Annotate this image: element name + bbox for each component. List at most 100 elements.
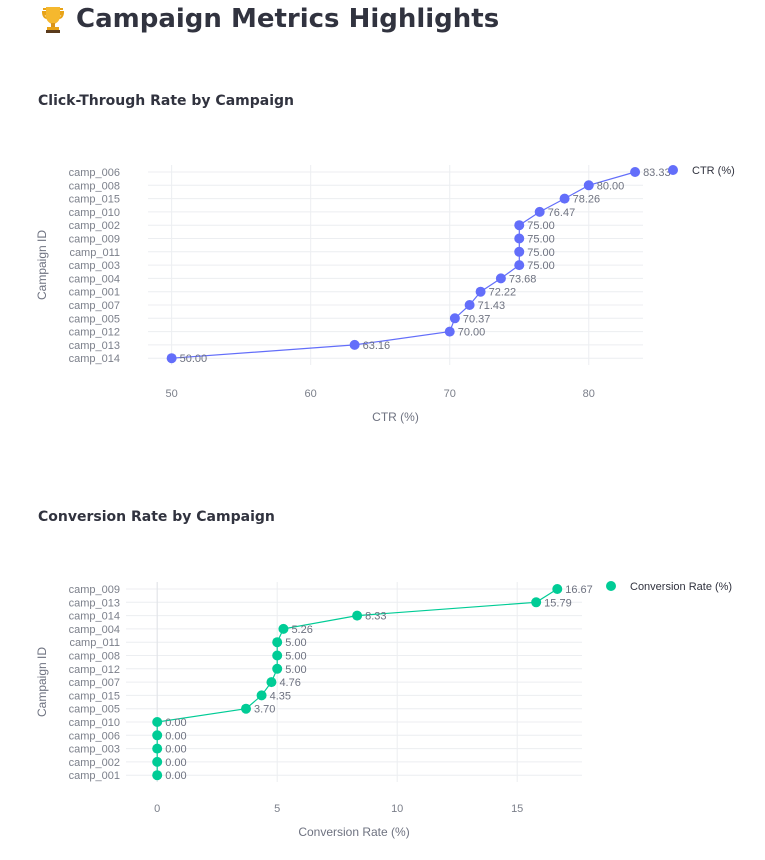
- data-point: [475, 286, 486, 297]
- data-label: 83.33: [643, 167, 671, 179]
- y-tick-label: camp_011: [69, 637, 120, 649]
- x-tick-label: 15: [511, 803, 523, 815]
- y-tick-label: camp_010: [69, 717, 120, 729]
- data-point: [514, 233, 525, 244]
- x-axis-title: CTR (%): [372, 410, 419, 424]
- data-label: 75.00: [527, 260, 555, 272]
- data-point: [152, 756, 163, 767]
- data-point: [272, 650, 283, 661]
- data-label: 0.00: [165, 744, 186, 756]
- y-tick-label: camp_003: [69, 744, 120, 756]
- page-title-text: Campaign Metrics Highlights: [76, 4, 500, 34]
- y-tick-label: camp_011: [69, 247, 120, 259]
- y-tick-label: camp_015: [69, 194, 120, 206]
- data-point: [352, 610, 363, 621]
- x-tick-label: 80: [583, 388, 595, 400]
- data-label: 15.79: [544, 597, 572, 609]
- data-point: [449, 313, 460, 324]
- x-tick-label: 5: [274, 803, 280, 815]
- data-point: [272, 637, 283, 648]
- data-point: [514, 246, 525, 257]
- x-tick-label: 60: [305, 388, 317, 400]
- data-label: 5.26: [291, 624, 312, 636]
- data-label: 8.33: [365, 611, 386, 623]
- y-tick-label: camp_012: [69, 664, 120, 676]
- data-point: [514, 260, 525, 271]
- y-tick-label: camp_002: [69, 220, 120, 232]
- x-tick-label: 0: [154, 803, 160, 815]
- legend-marker: [606, 581, 616, 591]
- data-point: [464, 300, 475, 310]
- trophy-icon: [38, 4, 68, 34]
- y-tick-label: camp_012: [69, 327, 120, 339]
- data-label: 0.00: [165, 770, 186, 782]
- data-label: 4.76: [279, 677, 300, 689]
- y-tick-label: camp_005: [69, 704, 120, 716]
- y-tick-label: camp_007: [69, 677, 120, 689]
- data-label: 0.00: [165, 757, 186, 769]
- data-point: [272, 663, 283, 674]
- data-point: [278, 623, 289, 634]
- data-label: 5.00: [285, 664, 306, 676]
- y-tick-label: camp_004: [69, 624, 120, 636]
- chart-title-conversion: Conversion Rate by Campaign: [38, 509, 275, 525]
- data-label: 75.00: [527, 220, 555, 232]
- data-point: [630, 167, 641, 177]
- y-tick-label: camp_010: [69, 207, 120, 219]
- y-tick-label: camp_013: [69, 597, 120, 609]
- y-axis-title: Campaign ID: [35, 230, 49, 300]
- data-point: [256, 690, 267, 701]
- data-label: 63.16: [363, 340, 391, 352]
- data-label: 75.00: [527, 247, 555, 259]
- data-point: [514, 220, 525, 231]
- data-point: [152, 743, 163, 754]
- data-point: [152, 730, 163, 741]
- y-tick-label: camp_002: [69, 757, 120, 769]
- y-tick-label: camp_009: [69, 234, 120, 246]
- data-point: [166, 353, 177, 364]
- y-tick-label: camp_009: [69, 584, 120, 596]
- chart-title-ctr: Click-Through Rate by Campaign: [38, 93, 294, 109]
- y-tick-label: camp_006: [69, 167, 120, 179]
- data-label: 5.00: [285, 651, 306, 663]
- data-label: 71.43: [478, 300, 506, 312]
- data-point: [559, 193, 570, 204]
- data-label: 76.47: [548, 207, 576, 219]
- data-point: [534, 206, 545, 217]
- data-label: 70.37: [463, 313, 491, 325]
- data-label: 50.00: [180, 353, 208, 365]
- legend-label: CTR (%): [692, 165, 735, 177]
- data-label: 80.00: [597, 180, 625, 192]
- data-point: [241, 703, 251, 714]
- y-tick-label: camp_007: [69, 300, 120, 312]
- data-label: 3.70: [254, 704, 275, 716]
- x-tick-label: 50: [166, 388, 178, 400]
- data-point: [152, 770, 163, 781]
- data-label: 70.00: [458, 327, 486, 339]
- data-label: 73.68: [509, 273, 537, 285]
- y-tick-label: camp_014: [69, 611, 120, 623]
- x-tick-label: 10: [391, 803, 403, 815]
- data-point: [349, 339, 360, 350]
- data-point: [552, 584, 563, 594]
- y-tick-label: camp_001: [69, 287, 120, 299]
- y-tick-label: camp_008: [69, 651, 120, 663]
- legend-label: Conversion Rate (%): [630, 581, 732, 593]
- data-label: 0.00: [165, 730, 186, 742]
- data-label: 16.67: [565, 584, 593, 596]
- y-tick-label: camp_005: [69, 313, 120, 325]
- y-tick-label: camp_008: [69, 180, 120, 192]
- y-tick-label: camp_014: [69, 353, 120, 365]
- data-point: [152, 717, 163, 727]
- y-tick-label: camp_013: [69, 340, 120, 352]
- legend-marker: [668, 165, 678, 175]
- data-label: 0.00: [165, 717, 186, 729]
- data-label: 75.00: [527, 234, 555, 246]
- x-axis-title: Conversion Rate (%): [298, 825, 409, 839]
- data-label: 5.00: [285, 637, 306, 649]
- data-label: 4.35: [270, 690, 291, 702]
- data-point: [444, 326, 455, 337]
- y-tick-label: camp_003: [69, 260, 120, 272]
